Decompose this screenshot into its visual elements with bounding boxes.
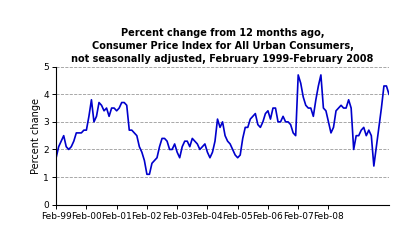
Title: Percent change from 12 months ago,
Consumer Price Index for All Urban Consumers,: Percent change from 12 months ago, Consu…: [71, 28, 374, 64]
Y-axis label: Percent change: Percent change: [30, 98, 41, 174]
